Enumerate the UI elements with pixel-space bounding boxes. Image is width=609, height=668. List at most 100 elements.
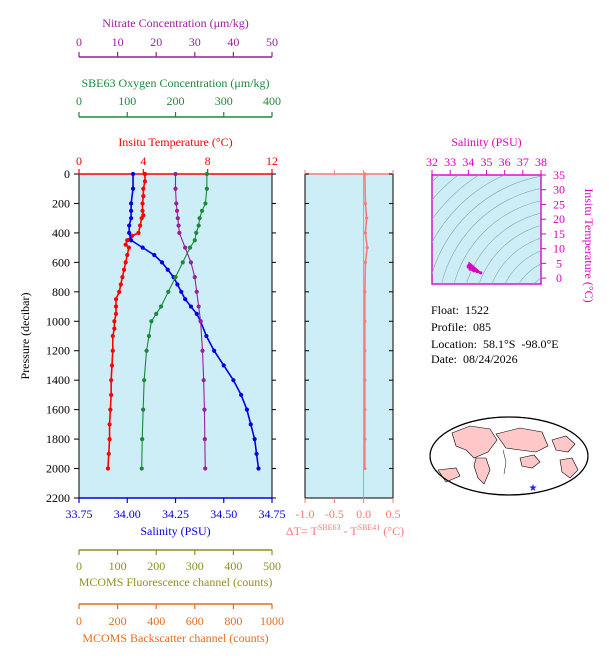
- salinity-data-point: [127, 230, 132, 236]
- oxygen-data-point: [139, 466, 144, 471]
- salinity-data-point: [140, 245, 145, 250]
- fluorescence-tick-label: 100: [109, 559, 127, 573]
- oxygen-data-point: [144, 348, 149, 353]
- fluorescence-tick-label: 200: [147, 559, 165, 573]
- temperature-data-point: [110, 333, 115, 339]
- temperature-data-point: [142, 179, 148, 184]
- nitrate-data-point: [183, 245, 188, 250]
- world-map-border: [429, 416, 589, 496]
- nitrate-data-point: [177, 230, 182, 236]
- temperature-data-point: [108, 407, 113, 412]
- pressure-tick-label: 0: [64, 167, 70, 181]
- temperature-data-point: [136, 230, 141, 236]
- ts-density-contour: [546, 294, 586, 334]
- nitrate-data-point: [192, 274, 197, 280]
- temperature-data-point: [109, 363, 115, 368]
- backscatter-tick-label: 0: [76, 614, 82, 628]
- salinity-data-point: [254, 451, 259, 456]
- nitrate-tick-label: 0: [76, 35, 82, 49]
- ts-salinity-tick-label: 37: [517, 155, 529, 169]
- salinity-tick-label: 34.75: [259, 507, 286, 521]
- temperature-axis-title: Insitu Temperature (°C): [118, 135, 232, 149]
- pressure-axis-label: Pressure (decibar): [18, 293, 32, 380]
- world-map-landmass: [473, 457, 491, 485]
- fluorescence-tick-label: 500: [263, 559, 281, 573]
- nitrate-tick-label: 10: [112, 35, 124, 49]
- oxygen-data-point: [158, 304, 164, 309]
- ts-salinity-tick-label: 35: [481, 155, 493, 169]
- nitrate-data-point: [202, 436, 207, 442]
- pressure-tick-label: 600: [52, 255, 70, 269]
- oxygen-data-point: [199, 208, 205, 213]
- temperature-tick-label: 4: [140, 154, 146, 168]
- ts-data-point: [475, 270, 480, 274]
- salinity-data-point: [129, 238, 134, 243]
- oxygen-data-point: [204, 171, 209, 177]
- salinity-data-point: [175, 282, 180, 287]
- world-map-landmass: [519, 454, 541, 469]
- oxygen-data-point: [149, 319, 154, 324]
- temperature-data-point: [109, 378, 114, 383]
- nitrate-data-point: [176, 223, 181, 228]
- nitrate-data-point: [175, 216, 180, 221]
- ts-temperature-tick-label: 0: [556, 271, 562, 285]
- oxygen-data-point: [192, 238, 197, 243]
- pressure-tick-label: 200: [52, 196, 70, 210]
- ts-temperature-tick-label: 15: [553, 227, 565, 241]
- backscatter-axis-title: MCOMS Backscatter channel (counts): [82, 631, 268, 645]
- pressure-tick-label: 400: [52, 226, 70, 240]
- temperature-data-point: [125, 252, 130, 258]
- nitrate-tick-label: 20: [150, 35, 162, 49]
- temperature-data-point: [118, 282, 123, 287]
- oxygen-data-point: [140, 436, 145, 442]
- salinity-data-point: [221, 363, 226, 368]
- oxygen-tick-label: 300: [215, 94, 233, 108]
- ts-data-point: [466, 265, 470, 269]
- temperature-data-point: [109, 392, 114, 398]
- world-map-landmass: [451, 425, 498, 459]
- backscatter-tick-label: 600: [186, 614, 204, 628]
- temperature-data-point: [125, 238, 130, 243]
- temperature-data-point: [138, 223, 143, 228]
- pressure-tick-label: 2200: [46, 491, 70, 505]
- ts-data-point: [468, 267, 472, 271]
- oxygen-data-point: [173, 274, 178, 280]
- ts-temperature-tick-label: 5: [556, 256, 562, 270]
- temperature-data-point: [112, 326, 117, 331]
- nitrate-data-point: [201, 378, 206, 383]
- salinity-data-point: [204, 333, 209, 339]
- nitrate-data-point: [174, 208, 180, 213]
- nitrate-data-point: [202, 407, 207, 412]
- ts-temperature-tick-label: 20: [553, 212, 565, 226]
- salinity-data-point: [239, 392, 244, 398]
- temperature-data-point: [117, 289, 122, 294]
- salinity-data-point: [256, 466, 261, 471]
- oxygen-data-point: [194, 230, 199, 236]
- nitrate-data-point: [196, 304, 201, 309]
- delta-t-data-point: [363, 349, 367, 353]
- delta-t-data-point: [363, 319, 367, 323]
- temperature-data-point: [139, 216, 144, 221]
- temperature-data-point: [140, 208, 145, 213]
- salinity-data-point: [127, 223, 132, 228]
- temperature-data-point: [121, 267, 127, 272]
- ts-temperature-tick-label: 35: [553, 168, 565, 182]
- ts-salinity-tick-label: 33: [444, 155, 456, 169]
- temperature-data-point: [120, 274, 125, 280]
- oxygen-data-point: [166, 289, 171, 294]
- world-map-meridian: [502, 449, 507, 475]
- temperature-data-point: [113, 311, 119, 317]
- nitrate-data-point: [203, 466, 208, 471]
- pressure-tick-label: 1800: [46, 432, 70, 446]
- delta-t-data-point: [363, 290, 367, 294]
- temperature-tick-label: 8: [205, 154, 211, 168]
- oxygen-data-point: [197, 216, 202, 221]
- oxygen-data-point: [203, 201, 208, 206]
- salinity-data-point: [212, 348, 217, 353]
- backscatter-tick-label: 400: [147, 614, 165, 628]
- temperature-data-point: [107, 422, 112, 427]
- oxygen-data-point: [196, 223, 201, 228]
- fluorescence-tick-label: 0: [76, 559, 82, 573]
- delta-t-data-point: [365, 246, 369, 250]
- delta-t-tick-label: 0.5: [386, 507, 401, 521]
